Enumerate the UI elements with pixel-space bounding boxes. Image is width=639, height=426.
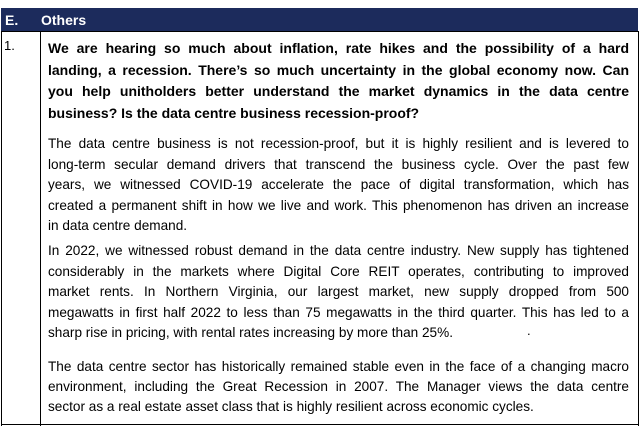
table-border — [1, 31, 639, 32]
answer-line: long-term secular demand drivers that tr… — [48, 156, 629, 172]
question-line: We are hearing so much about inflation, … — [48, 40, 629, 56]
table-border — [1, 424, 639, 425]
answer-line: The data centre sector has historically … — [48, 359, 629, 374]
answer-paragraph: In 2022, we witnessed robust demand in t… — [48, 241, 629, 344]
answer-line: The data centre business is not recessio… — [48, 136, 629, 151]
question-line: business? Is the data centre business re… — [48, 104, 420, 121]
question: We are hearing so much about inflation, … — [48, 38, 629, 124]
section-title: Others — [41, 12, 87, 28]
section-header: E. Others — [1, 8, 638, 31]
answer-paragraph: The data centre sector has historically … — [48, 357, 629, 418]
table-border — [1, 31, 2, 426]
answer-line: in data centre demand. — [48, 218, 188, 234]
answer-line: market rents. In Northern Virginia, our … — [48, 284, 629, 300]
answer-paragraph: The data centre business is not recessio… — [48, 134, 629, 237]
answer-line: considerably in the markets where Digita… — [48, 263, 629, 279]
table-border — [40, 31, 41, 426]
answer-line: environment, including the Great Recessi… — [48, 379, 629, 395]
section-number: E. — [5, 12, 19, 28]
answer-line: megawatts in first half 2022 to less tha… — [48, 304, 629, 320]
answer-line: sharp rise in pricing, with rental rates… — [48, 325, 453, 341]
answer-line: sector as a real estate asset class that… — [48, 399, 534, 415]
answer-line: created a permanent shift in how we live… — [48, 197, 629, 213]
row-number: 1. — [4, 38, 15, 53]
answer-line: years, we witnessed COVID-19 accelerate … — [48, 177, 629, 193]
question-line: landing, a recession. There’s so much un… — [48, 61, 629, 78]
stray-mark: . — [527, 323, 531, 338]
answer-line: In 2022, we witnessed robust demand in t… — [48, 243, 629, 258]
question-line: you help unitholders better understand t… — [48, 83, 629, 99]
